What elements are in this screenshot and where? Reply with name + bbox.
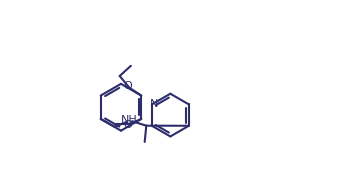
Text: O: O	[124, 120, 132, 130]
Text: O: O	[124, 81, 132, 91]
Text: NH: NH	[121, 115, 137, 125]
Text: N: N	[150, 99, 159, 109]
